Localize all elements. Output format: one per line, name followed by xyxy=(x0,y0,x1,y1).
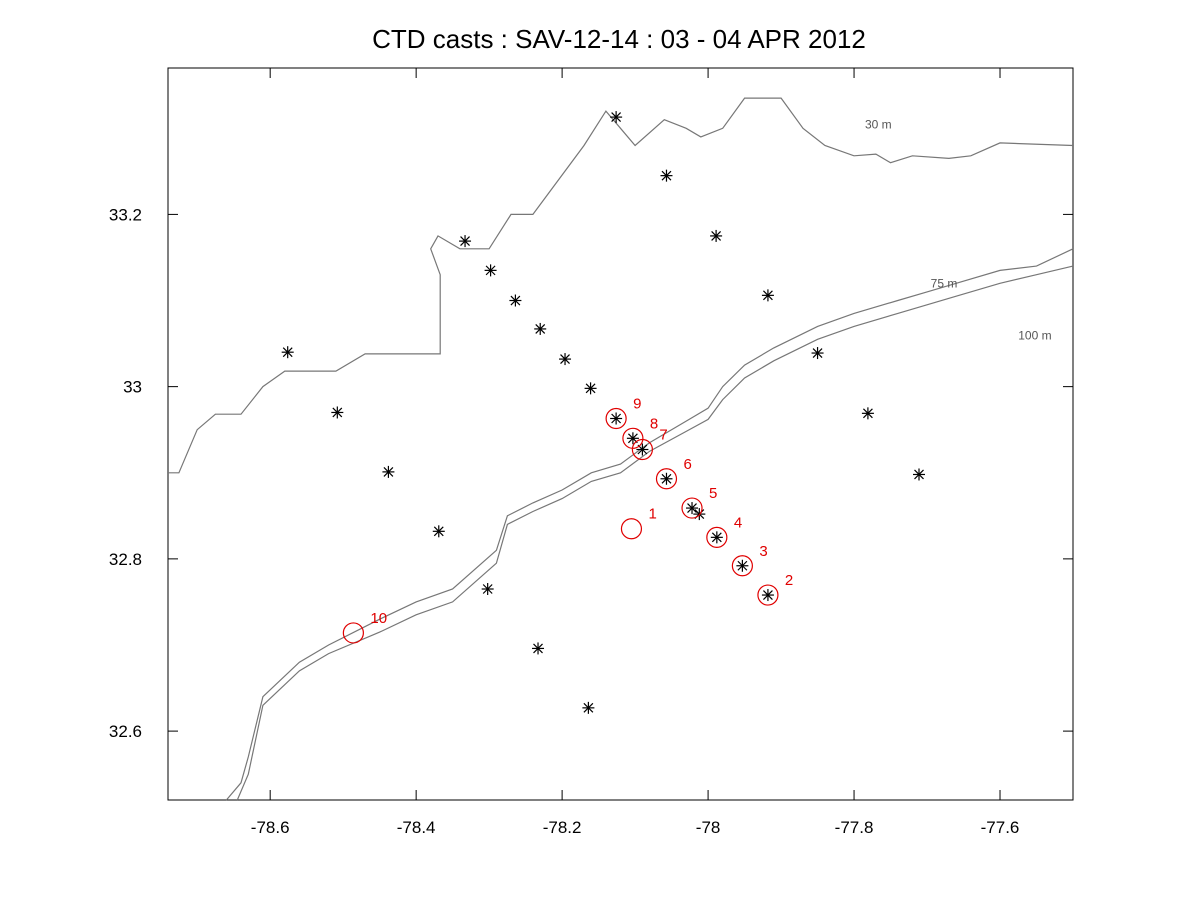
cast-circle xyxy=(342,622,364,644)
station-marker xyxy=(532,642,545,655)
station-marker xyxy=(559,353,572,366)
y-tick-label: 32.8 xyxy=(109,550,142,569)
y-tick-label: 33 xyxy=(123,378,142,397)
station-marker xyxy=(636,443,649,456)
station-marker xyxy=(761,289,774,302)
station-marker xyxy=(582,701,595,714)
station-marker xyxy=(509,294,522,307)
station-marker xyxy=(736,559,749,572)
x-tick-label: -78 xyxy=(696,818,721,837)
cast-label: 1 xyxy=(648,506,656,523)
cast-label: 8 xyxy=(650,415,658,432)
station-marker xyxy=(534,322,547,335)
x-tick-label: -77.8 xyxy=(835,818,874,837)
station-marker xyxy=(610,412,623,425)
cast-label: 6 xyxy=(683,456,691,473)
station-marker xyxy=(281,346,294,359)
chart-title: CTD casts : SAV-12-14 : 03 - 04 APR 2012 xyxy=(372,24,866,54)
cast-circle xyxy=(706,526,728,548)
contour-label: 100 m xyxy=(1018,328,1051,342)
x-tick-label: -77.6 xyxy=(981,818,1020,837)
cast-label: 9 xyxy=(633,395,641,412)
station-marker xyxy=(610,111,623,124)
bathymetry-contours: 30 m 75 m 100 m xyxy=(168,97,1074,801)
contour-label: 75 m xyxy=(931,277,958,291)
x-tick-label: -78.4 xyxy=(397,818,436,837)
station-marker xyxy=(584,382,597,395)
station-marker xyxy=(761,589,774,602)
x-tick-label: -78.6 xyxy=(251,818,290,837)
contour-label: 30 m xyxy=(865,117,892,131)
station-marker xyxy=(710,229,723,242)
station-marker xyxy=(660,472,673,485)
station-marker xyxy=(459,235,472,248)
axes: -78.6 -78.4 -78.2 -78 -77.8 -77.632.632.83333… xyxy=(109,68,1073,837)
station-marker xyxy=(432,525,445,538)
cast-circle xyxy=(681,497,703,519)
station-marker xyxy=(626,432,639,445)
station-marker xyxy=(382,465,395,478)
station-marker xyxy=(331,406,344,419)
cast-circle xyxy=(731,555,753,577)
cast-label: 2 xyxy=(785,572,793,589)
cast-circle xyxy=(655,468,678,490)
station-marker xyxy=(913,468,926,481)
cast-circle xyxy=(605,407,627,430)
station-marker xyxy=(484,264,497,277)
station-marker xyxy=(710,531,723,544)
cast-circle xyxy=(757,584,779,606)
cast-label: 10 xyxy=(370,610,387,627)
cast-circle xyxy=(620,518,643,540)
cast-label: 4 xyxy=(734,514,742,531)
station-markers xyxy=(281,111,926,714)
station-marker xyxy=(660,169,673,182)
station-marker xyxy=(686,502,699,515)
cast-label: 5 xyxy=(709,485,717,502)
station-marker xyxy=(481,583,494,596)
station-marker xyxy=(811,347,824,360)
station-marker xyxy=(861,407,874,420)
x-tick-label: -78.2 xyxy=(543,818,582,837)
contour-line-2 xyxy=(236,265,1074,801)
contour-line-0 xyxy=(168,97,1074,474)
y-tick-label: 32.6 xyxy=(109,722,142,741)
plot-frame xyxy=(167,67,1074,801)
cast-label: 3 xyxy=(759,543,767,560)
y-tick-label: 33.2 xyxy=(109,205,142,224)
cast-label: 7 xyxy=(659,427,667,444)
contour-line-1 xyxy=(225,248,1074,801)
cast-circle xyxy=(622,427,644,449)
